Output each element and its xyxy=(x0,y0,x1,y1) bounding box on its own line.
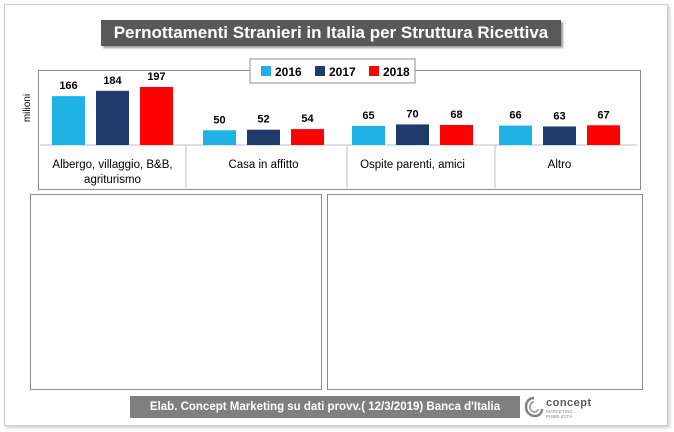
bar-2018-0 xyxy=(140,87,173,145)
data-label-2016-3: 66 xyxy=(509,110,521,122)
category-label-1: Casa in affitto xyxy=(228,159,298,171)
bar-2018-3 xyxy=(587,125,620,145)
legend-label-2018: 2018 xyxy=(383,65,410,79)
bar-2017-1 xyxy=(247,129,280,145)
source-footer: Elab. Concept Marketing su dati provv.( … xyxy=(130,396,520,418)
data-label-2017-2: 70 xyxy=(406,108,418,120)
bar-2017-2 xyxy=(396,124,429,145)
data-label-2016-1: 50 xyxy=(213,114,225,126)
data-label-2016-2: 65 xyxy=(362,110,374,122)
legend-label-2016: 2016 xyxy=(275,65,302,79)
panel-share-stacked xyxy=(30,194,322,390)
bar-2016-0 xyxy=(52,96,85,145)
category-label-2: Ospite parenti, amici xyxy=(360,159,465,171)
y-axis-label: milioni xyxy=(22,94,33,122)
legend-box xyxy=(249,58,416,84)
bar-2016-2 xyxy=(352,125,385,145)
legend-swatch-2016 xyxy=(261,66,271,76)
category-label-0: agriturismo xyxy=(84,174,141,186)
legend-swatch-2018 xyxy=(369,66,379,76)
data-label-2018-3: 67 xyxy=(597,109,609,121)
logo-subtext: MARKETING PUBBLICITÀ xyxy=(546,409,573,419)
panel-growth xyxy=(327,194,643,390)
legend-swatch-2017 xyxy=(315,66,325,76)
bar-2016-3 xyxy=(499,125,532,145)
category-label-0: Albergo, villaggio, B&B, xyxy=(52,159,172,171)
bar-2018-1 xyxy=(291,129,324,145)
data-label-2017-0: 184 xyxy=(103,75,122,87)
panel-absolute-values xyxy=(38,70,641,190)
category-label-3: Altro xyxy=(548,159,572,171)
logo-text: concept xyxy=(546,397,592,409)
data-label-2018-1: 54 xyxy=(301,113,314,125)
legend-label-2017: 2017 xyxy=(329,65,356,79)
data-label-2018-2: 68 xyxy=(450,109,462,121)
page-title: Pernottamenti Stranieri in Italia per St… xyxy=(101,20,561,46)
swirl-logo-icon xyxy=(524,396,544,418)
brand-logo: concept MARKETING PUBBLICITÀ xyxy=(524,395,594,419)
data-label-2016-0: 166 xyxy=(59,80,77,92)
data-label-2018-0: 197 xyxy=(147,71,165,83)
data-label-2017-3: 63 xyxy=(553,110,565,122)
bar-2017-0 xyxy=(96,90,129,145)
bar-2017-3 xyxy=(543,126,576,145)
data-label-2017-1: 52 xyxy=(257,114,269,126)
bar-2018-2 xyxy=(440,124,473,145)
bar-2016-1 xyxy=(203,130,236,145)
